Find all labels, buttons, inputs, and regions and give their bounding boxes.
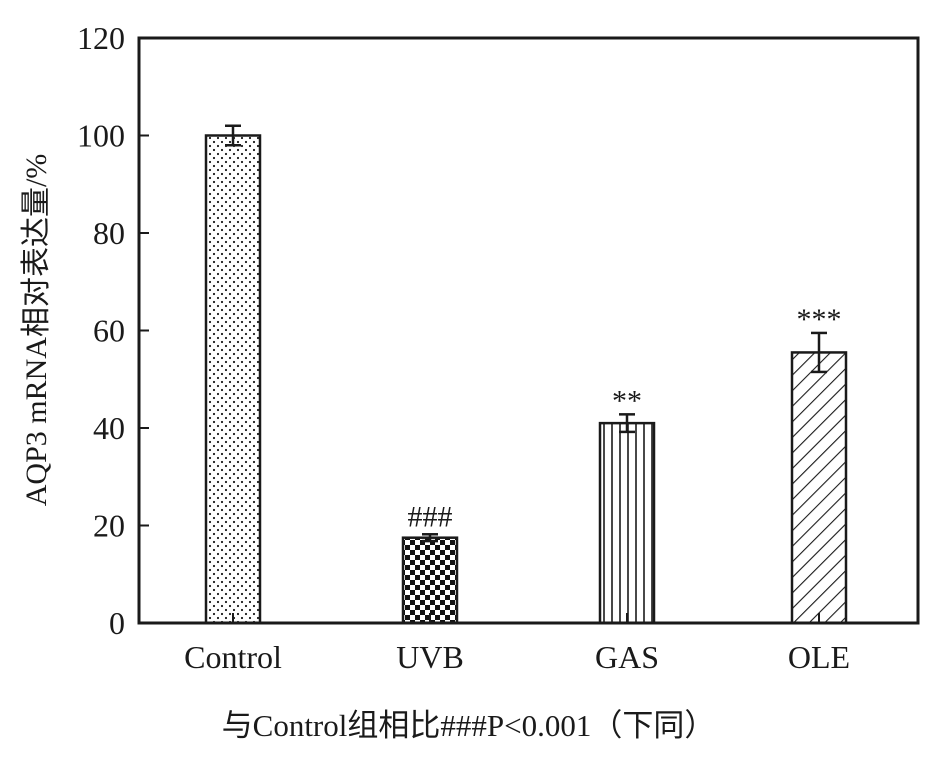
y-tick-label: 80 [93, 215, 125, 251]
y-tick-label: 60 [93, 313, 125, 349]
bars [204, 134, 848, 625]
x-tick-label-ole: OLE [788, 639, 850, 675]
error-bars [225, 124, 827, 543]
y-axis-label: AQP3 mRNA相对表达量/% [20, 154, 53, 507]
bar-uvb [401, 536, 459, 625]
y-tick-label: 120 [77, 20, 125, 56]
significance-label-gas: ** [612, 384, 642, 417]
significance-label-ole: *** [797, 303, 842, 336]
plot-frame [137, 36, 920, 625]
bar-control [204, 134, 262, 625]
y-tick-label: 40 [93, 410, 125, 446]
x-tick-label-uvb: UVB [396, 639, 464, 675]
bar-ole [790, 351, 848, 625]
x-axis-ticks: Control UVB GAS OLE [184, 613, 850, 675]
significance-label-uvb: ### [408, 500, 453, 533]
significance-annotations: ###***** [408, 303, 842, 533]
footnote-caption: 与Control组相比###P<0.001（下同） [221, 708, 716, 743]
x-tick-label-gas: GAS [595, 639, 659, 675]
y-tick-label: 20 [93, 508, 125, 544]
bar-gas [598, 421, 656, 625]
y-tick-label: 0 [109, 605, 125, 641]
x-tick-label-control: Control [184, 639, 282, 675]
y-tick-label: 100 [77, 118, 125, 154]
